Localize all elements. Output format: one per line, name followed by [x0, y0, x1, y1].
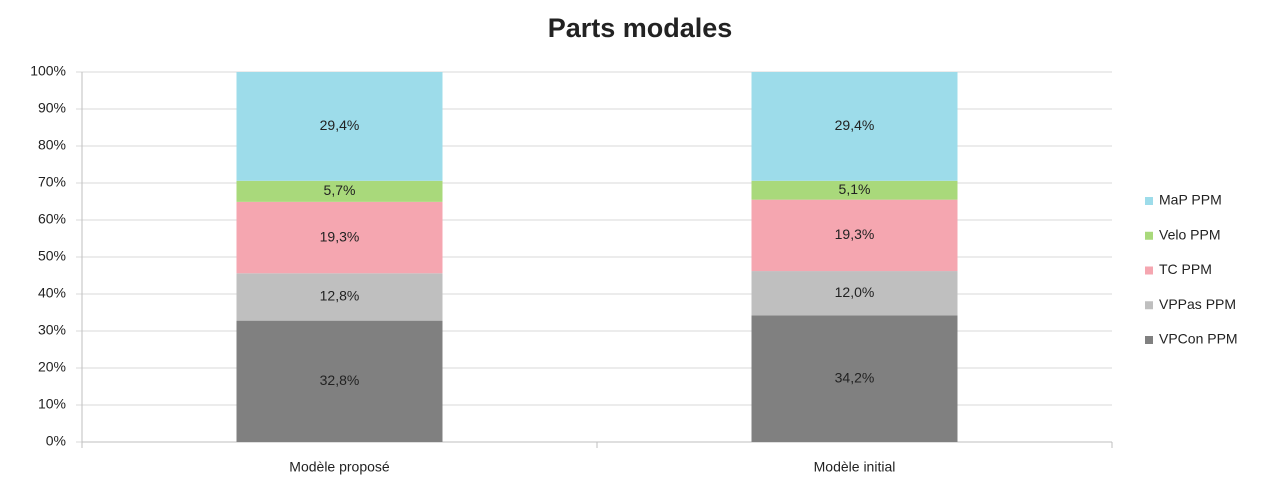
- legend-swatch: [1145, 197, 1153, 205]
- value-label: 32,8%: [320, 372, 360, 388]
- legend-swatch: [1145, 301, 1153, 310]
- value-label: 12,8%: [320, 288, 360, 304]
- y-tick-label: 100%: [30, 63, 66, 79]
- bar-segment: [236, 201, 443, 274]
- y-tick-label: 60%: [38, 211, 66, 227]
- legend-label: VPPas PPM: [1159, 296, 1236, 312]
- bar-segment: [751, 72, 958, 181]
- legend-label: VPCon PPM: [1159, 331, 1238, 347]
- x-tick-label: Modèle proposé: [289, 459, 390, 475]
- bar-segment: [751, 199, 958, 272]
- legend-label: Velo PPM: [1159, 226, 1220, 242]
- value-label: 29,4%: [320, 117, 360, 133]
- y-tick-label: 20%: [38, 359, 66, 375]
- y-tick-label: 90%: [38, 100, 66, 116]
- y-tick-label: 30%: [38, 322, 66, 338]
- bar-segment: [751, 271, 958, 316]
- value-label: 19,3%: [320, 228, 360, 244]
- y-tick-label: 0%: [46, 433, 66, 449]
- bar-segment: [236, 320, 443, 442]
- y-tick-label: 10%: [38, 396, 66, 412]
- bar-segment: [236, 180, 443, 202]
- legend-swatch: [1145, 231, 1153, 240]
- value-label: 34,2%: [835, 369, 875, 385]
- chart-title: Parts modales: [548, 13, 733, 43]
- y-tick-label: 50%: [38, 248, 66, 264]
- legend-label: TC PPM: [1159, 261, 1212, 277]
- legend-swatch: [1145, 266, 1153, 275]
- value-label: 5,7%: [324, 182, 356, 198]
- legend-label: MaP PPM: [1159, 192, 1222, 208]
- y-tick-label: 40%: [38, 285, 66, 301]
- y-tick-label: 70%: [38, 174, 66, 190]
- bar-segment: [751, 315, 958, 442]
- value-label: 12,0%: [835, 284, 875, 300]
- y-tick-label: 80%: [38, 137, 66, 153]
- bar-segment: [236, 273, 443, 321]
- value-label: 5,1%: [839, 181, 871, 197]
- value-label: 19,3%: [835, 226, 875, 242]
- value-label: 29,4%: [835, 117, 875, 133]
- x-tick-label: Modèle initial: [814, 459, 896, 475]
- bar-segment: [751, 180, 958, 200]
- legend-swatch: [1145, 336, 1153, 344]
- bar-segment: [236, 72, 443, 181]
